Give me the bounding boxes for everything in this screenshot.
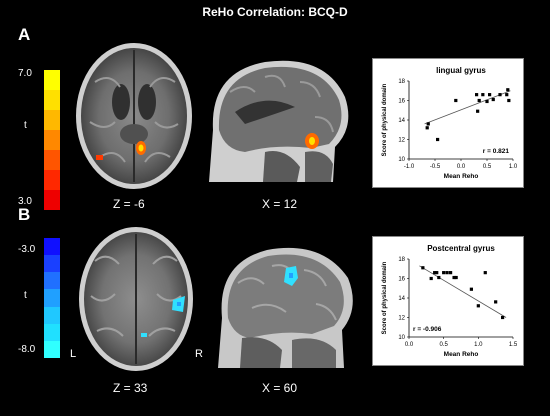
panel-b-left-marker: L <box>70 348 77 360</box>
plot-b-x-tick-label: 1.5 <box>509 342 518 348</box>
panel-b-sagittal-brain-image <box>218 247 353 368</box>
panel-a-sagittal-coord: X = 12 <box>262 197 298 211</box>
plot-a-point <box>491 97 495 102</box>
plot-b-title: Postcentral gyrus <box>427 244 495 253</box>
plot-a-point <box>476 109 480 113</box>
plot-a-point <box>426 122 430 126</box>
plot-b-point <box>483 271 487 275</box>
plot-b-point <box>449 271 453 275</box>
plot-a-point <box>475 93 479 97</box>
panel-a-colorbar <box>44 70 60 210</box>
figure-title: ReHo Correlation: BCQ-D <box>202 5 348 19</box>
plot-a-point <box>488 93 492 97</box>
panel-a-colorbar-color-step <box>44 150 60 170</box>
panel-b-scale-stat: t <box>24 290 27 301</box>
plot-a-point <box>507 98 511 103</box>
plot-a-point <box>436 137 440 142</box>
plot-b-point <box>445 271 449 275</box>
panel-a-colorbar-color-step <box>44 130 60 150</box>
plot-b-point <box>469 287 473 291</box>
plot-a-x-tick-label: -0.5 <box>430 164 441 170</box>
panel-b-letter: B <box>18 205 31 224</box>
plot-a-point <box>477 98 481 103</box>
panel-a-letter: A <box>18 25 31 44</box>
plot-a-title: lingual gyrus <box>436 66 486 75</box>
panel-b-colorbar-color-step <box>44 255 60 273</box>
plot-a-x-tick-label: 0.0 <box>457 164 466 170</box>
plot-b-point <box>454 275 458 280</box>
panel-b-right-marker: R <box>195 348 203 360</box>
plot-a-r-annotation: r = 0.821 <box>483 148 510 155</box>
panel-b-colorbar-color-step <box>44 323 60 341</box>
plot-b-y-tick-label: 10 <box>398 335 405 341</box>
plot-b-x-tick-label: 0.5 <box>439 342 448 348</box>
panel-a-scale-stat: t <box>24 120 27 131</box>
plot-b-point <box>435 271 439 275</box>
panel-b-colorbar-color-step <box>44 272 60 290</box>
panel-b-colorbar <box>44 238 60 358</box>
panel-b-scale-min: -8.0 <box>18 344 36 355</box>
panel-b-scale-max: -3.0 <box>18 244 36 255</box>
plot-a-y-tick-label: 14 <box>398 118 405 124</box>
plot-b-point <box>452 275 456 280</box>
plot-b-point <box>476 304 480 308</box>
plot-b-y-tick-label: 18 <box>398 257 405 263</box>
panel-a-axial-coord: Z = -6 <box>113 197 145 211</box>
plot-a-point <box>498 93 502 97</box>
plot-b-point <box>501 315 505 320</box>
panel-a-colorbar-color-step <box>44 170 60 190</box>
panel-a-axial-activation-small <box>96 155 103 160</box>
panel-b-axial-brain-image <box>79 227 193 371</box>
plot-a-y-tick-label: 10 <box>398 157 405 163</box>
panel-a-scale-max: 7.0 <box>18 68 32 79</box>
panel-b-colorbar-color-step <box>44 306 60 324</box>
plot-a-point <box>454 98 458 103</box>
plot-a-point <box>505 93 509 97</box>
panel-a-colorbar-color-step <box>44 190 60 210</box>
plot-a-point <box>506 88 510 92</box>
plot-b-point <box>433 271 437 275</box>
plot-a-y-label: Score of physical domain <box>382 83 388 156</box>
plot-a-x-tick-label: -1.0 <box>404 164 415 170</box>
panel-a-sagittal-brain-image <box>209 60 349 182</box>
panel-a-colorbar-color-step <box>44 110 60 130</box>
panel-a-colorbar-color-step <box>44 90 60 110</box>
panel-a-scale-min: 3.0 <box>18 196 32 207</box>
panel-b-colorbar-color-step <box>44 340 60 358</box>
panel-a-colorbar-color-step <box>44 70 60 90</box>
plot-b-x-label: Mean Reho <box>444 351 479 358</box>
plot-b-point <box>442 271 446 275</box>
panel-a-scatter-plot: lingual gyrus -1.0 -0.5 0.0 0.5 1.0 10 12 14 16 18… <box>372 58 524 188</box>
plot-a-y-tick-label: 16 <box>398 99 405 105</box>
plot-a-x-label: Mean Reho <box>444 173 479 180</box>
panel-b-scatter-plot: Postcentral gyrus 0.0 0.5 1.0 1.5 10 12 14 16 18 M… <box>372 236 524 366</box>
plot-b-point <box>437 275 441 280</box>
plot-b-point <box>494 300 498 304</box>
panel-b-colorbar-color-step <box>44 289 60 307</box>
plot-a-point <box>485 99 489 104</box>
plot-b-y-tick-label: 14 <box>398 296 405 302</box>
plot-b-point <box>429 276 433 281</box>
plot-a-point <box>425 126 429 130</box>
panel-a-axial-brain-image <box>76 43 192 189</box>
plot-b-point <box>421 266 425 270</box>
plot-a-fit-line <box>424 90 511 125</box>
plot-b-y-label: Score of physical domain <box>382 261 388 334</box>
plot-b-fit-line <box>419 265 507 318</box>
plot-a-x-tick-label: 0.5 <box>483 164 492 170</box>
plot-b-y-tick-label: 16 <box>398 277 405 283</box>
panel-b-sagittal-coord: X = 60 <box>262 381 298 395</box>
plot-a-point <box>481 93 485 97</box>
plot-b-y-tick-label: 12 <box>398 316 405 322</box>
plot-a-x-tick-label: 1.0 <box>509 164 518 170</box>
panel-b-axial-activation-small <box>141 333 147 337</box>
plot-b-r-annotation: r = -0.906 <box>413 326 442 333</box>
plot-a-y-tick-label: 12 <box>398 138 405 144</box>
plot-b-x-tick-label: 0.0 <box>405 342 414 348</box>
plot-b-x-tick-label: 1.0 <box>474 342 483 348</box>
panel-b-axial-coord: Z = 33 <box>113 381 148 395</box>
plot-a-y-tick-label: 18 <box>398 79 405 85</box>
panel-b-colorbar-color-step <box>44 238 60 256</box>
